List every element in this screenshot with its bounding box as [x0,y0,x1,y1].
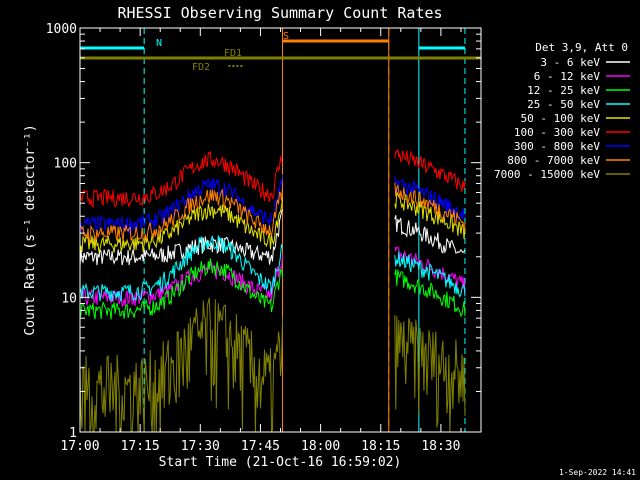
flag-label: FD2 [192,62,210,73]
series-line-post [394,315,466,432]
flag-label: N [156,38,162,49]
flag-label: FD1 [224,48,242,59]
legend-label: 800 - 7000 keV [507,154,600,167]
flag-bars: N S FD1 FD2 [80,31,481,73]
x-tick-label: 18:00 [301,439,340,454]
series-line-pre [80,235,283,303]
y-axis-label: Count Rate (s⁻¹ detector⁻¹) [23,124,38,335]
series-line-post [394,269,466,318]
axes: 17:00 17:15 17:30 17:45 18:00 18:15 18:30 1 10 10… [46,22,482,454]
chart-title: RHESSI Observing Summary Count Rates [117,4,442,22]
series-line-post [394,182,466,232]
series-line-pre [80,297,283,432]
x-tick-label: 18:30 [421,439,460,454]
y-tick-label: 100 [54,157,77,172]
x-axis-label: Start Time (21-Oct-16 16:59:02) [159,455,402,470]
series-line-pre [80,198,283,253]
series-line-pre [80,185,283,243]
series-line-pre [80,254,283,307]
series-group [80,147,466,432]
legend-label: 50 - 100 keV [521,112,601,125]
series-line-pre [80,258,283,320]
series-line-post [394,215,466,254]
series-line-pre [80,150,283,209]
legend-label: 12 - 25 keV [527,84,600,97]
legend-label: 25 - 50 keV [527,98,600,111]
series-line-post [394,147,466,192]
legend-label: 3 - 6 keV [540,56,600,69]
y-tick-label: 1 [69,426,77,441]
series-line-post [394,251,466,298]
legend-label: 7000 - 15000 keV [494,168,600,181]
x-tick-label: 18:15 [361,439,400,454]
x-tick-label: 17:30 [181,439,220,454]
legend-label: 100 - 300 keV [514,126,600,139]
legend-label: 300 - 800 keV [514,140,600,153]
flag-label: S [283,31,289,42]
x-tick-label: 17:00 [60,439,99,454]
x-tick-label: 17:45 [241,439,280,454]
x-tick-label: 17:15 [121,439,160,454]
y-tick-label: 10 [61,291,77,306]
y-tick-label: 1000 [46,22,77,37]
series-line-pre [80,208,283,267]
legend-label: 6 - 12 keV [534,70,601,83]
footer-timestamp: 1-Sep-2022 14:41 [559,468,636,477]
legend-title: Det 3,9, Att 0 [535,41,628,54]
